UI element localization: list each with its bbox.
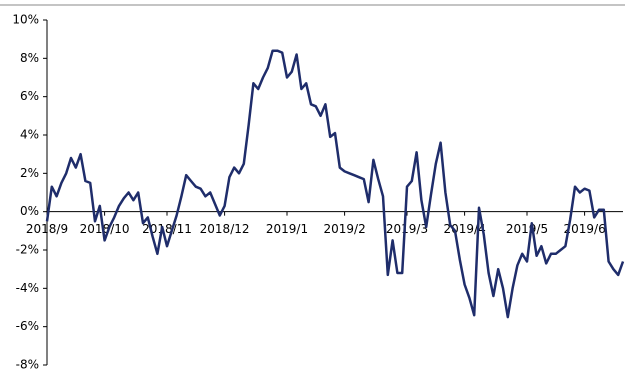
x-tick-label: 2019/5 [506,222,548,236]
x-tick-label: 2019/6 [563,222,605,236]
y-tick-label: 8% [20,51,39,65]
y-tick-label: 2% [20,166,39,180]
x-tick-label: 2019/1 [266,222,308,236]
x-tick-label: 2018/10 [80,222,130,236]
y-tick-label: -8% [16,358,39,371]
line-series [45,49,625,319]
x-tick-label: 2019/2 [323,222,365,236]
y-tick-label: 6% [20,89,39,103]
x-tick-label: 2018/12 [200,222,250,236]
x-tick-label: 2018/9 [26,222,68,236]
y-tick-label: 10% [12,13,39,27]
y-tick-label: -2% [16,243,39,257]
y-tick-label: 0% [20,204,39,218]
x-tick-label: 2018/11 [142,222,192,236]
x-tick-label: 2019/3 [386,222,428,236]
y-tick-label: -6% [16,319,39,333]
y-tick-label: -4% [16,281,39,295]
y-tick-label: 4% [20,128,39,142]
